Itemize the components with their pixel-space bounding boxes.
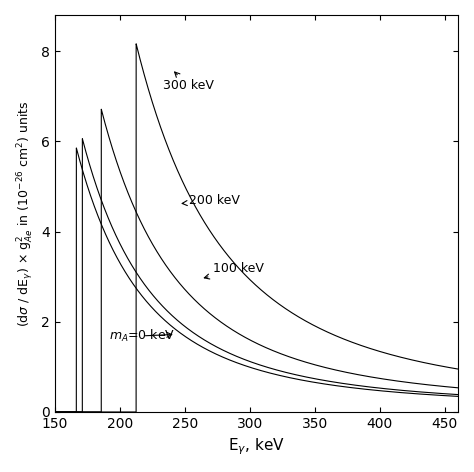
X-axis label: E$_{\gamma}$, keV: E$_{\gamma}$, keV — [228, 437, 285, 457]
Y-axis label: (d$\sigma$ / dE$_{\gamma}$) $\times$ g$^2_{Ae}$ in (10$^{-26}$ cm$^2$) units: (d$\sigma$ / dE$_{\gamma}$) $\times$ g$^… — [15, 100, 36, 327]
Text: 100 keV: 100 keV — [204, 262, 264, 279]
Text: 200 keV: 200 keV — [182, 194, 240, 208]
Text: $m_A$=0 keV: $m_A$=0 keV — [109, 328, 176, 344]
Text: 300 keV: 300 keV — [163, 72, 214, 93]
